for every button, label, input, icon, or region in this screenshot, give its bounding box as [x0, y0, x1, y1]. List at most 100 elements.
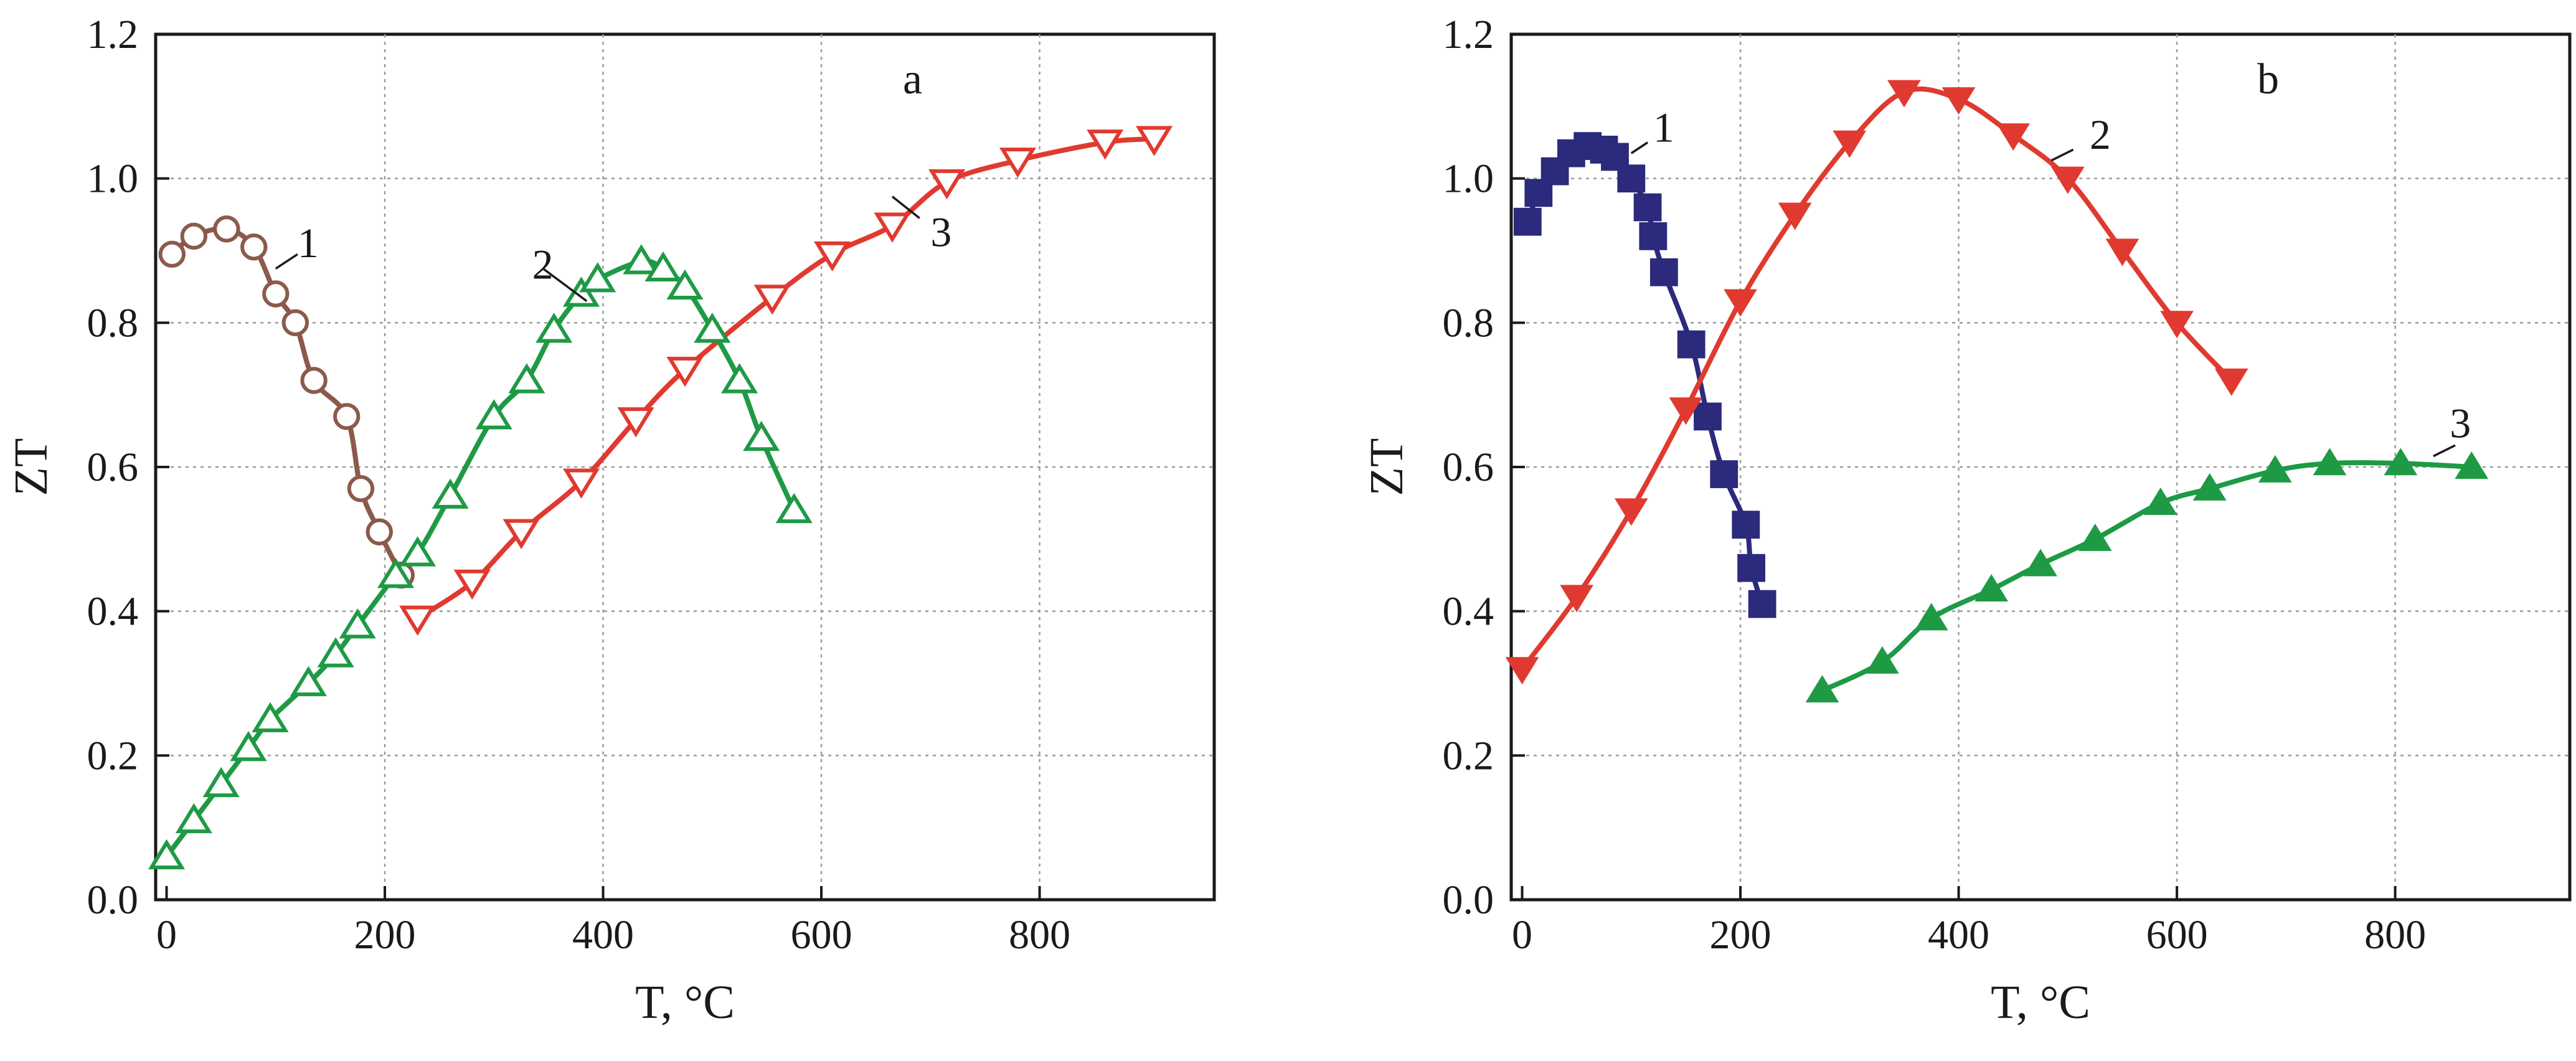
data-point-marker	[1649, 258, 1678, 286]
data-point-marker	[1087, 130, 1124, 160]
data-point-marker	[644, 251, 682, 282]
y-axis-label-a: ZT	[5, 438, 57, 496]
data-point-marker	[281, 309, 309, 337]
data-point-marker	[290, 666, 327, 697]
y-tick-label: 0.0	[1443, 877, 1494, 923]
data-point-marker	[1732, 511, 1760, 539]
curve-label-leader	[275, 253, 298, 270]
y-axis-label-b: ZT	[1361, 438, 1413, 496]
data-point-marker	[317, 637, 354, 667]
data-point-marker	[1748, 590, 1776, 618]
data-point-marker	[230, 730, 267, 762]
curve-number-label: 2	[532, 241, 554, 288]
data-point-marker	[1778, 202, 1812, 230]
y-tick-label: 0.2	[87, 733, 139, 778]
data-point-marker	[148, 839, 186, 870]
data-point-marker	[1996, 123, 2031, 151]
y-tick-labels-a: 0.0 0.2 0.4 0.6 0.8 1.0 1.2	[87, 12, 139, 923]
data-point-marker	[453, 569, 491, 600]
data-point-marker	[1669, 397, 1703, 425]
x-tick-label: 400	[572, 912, 634, 958]
data-point-marker	[240, 233, 268, 261]
data-point-marker	[2192, 473, 2227, 501]
data-point-marker	[999, 148, 1037, 178]
panel-b: 0 200 400 600 800 0.0 0.2 0.4 0.6 0.8 1.…	[1361, 12, 2572, 1029]
x-tick-label: 600	[2146, 912, 2208, 958]
data-point-marker	[666, 269, 704, 300]
data-point-marker	[1833, 130, 1867, 158]
x-tick-label: 0	[1512, 912, 1532, 958]
data-point-marker	[432, 478, 469, 509]
markers-a	[148, 126, 1173, 870]
data-point-marker	[1136, 126, 1173, 156]
y-tick-label: 0.6	[87, 445, 139, 490]
data-point-marker	[213, 215, 240, 243]
data-point-marker	[2455, 451, 2489, 479]
data-point-marker	[753, 285, 791, 315]
data-point-marker	[377, 557, 415, 588]
data-point-marker	[502, 519, 540, 550]
x-tick-label: 800	[1009, 912, 1070, 958]
data-point-marker	[666, 357, 704, 387]
curve-labels-a: 1 2 3	[298, 209, 951, 288]
data-point-marker	[2143, 488, 2177, 516]
data-point-marker	[2258, 455, 2292, 483]
data-point-marker	[399, 605, 436, 636]
curve-label-leader	[2433, 444, 2456, 458]
y-tick-label: 1.0	[87, 156, 139, 202]
curve-label-leader	[2050, 148, 2074, 162]
data-point-marker	[617, 407, 654, 438]
y-tick-label: 0.8	[87, 300, 139, 346]
data-point-marker	[579, 262, 616, 293]
data-point-marker	[1914, 603, 1948, 631]
data-point-marker	[814, 241, 851, 272]
data-point-marker	[535, 313, 573, 343]
data-point-marker	[262, 280, 290, 308]
data-point-marker	[2105, 238, 2140, 266]
data-point-marker	[399, 536, 436, 567]
data-point-marker	[333, 403, 361, 430]
x-tick-label: 0	[156, 912, 177, 958]
data-point-marker	[1505, 657, 1539, 685]
gridlines-a	[156, 34, 1214, 900]
data-point-marker	[475, 399, 512, 430]
series-line-2	[164, 258, 797, 859]
data-point-marker	[1737, 554, 1765, 582]
curve-number-label: 1	[298, 219, 319, 266]
data-point-marker	[2050, 166, 2085, 194]
x-tick-label: 200	[1710, 912, 1772, 958]
x-tick-label: 400	[1928, 912, 1989, 958]
data-point-marker	[1866, 646, 1899, 674]
data-point-marker	[874, 212, 911, 243]
data-point-marker	[2313, 448, 2347, 476]
y-tick-label: 1.2	[1443, 12, 1494, 57]
data-point-marker	[2214, 368, 2248, 396]
data-point-marker	[1639, 222, 1668, 250]
x-axis-label-b: T, °C	[1991, 976, 2090, 1029]
data-point-marker	[508, 363, 545, 394]
data-point-marker	[1724, 289, 1757, 317]
curve-label-leader	[542, 268, 588, 302]
curve-number-label: 2	[2090, 111, 2111, 158]
y-tick-label: 0.0	[87, 877, 139, 923]
data-point-marker	[2160, 311, 2194, 339]
data-point-marker	[743, 420, 780, 451]
y-tick-label: 0.2	[1443, 733, 1494, 778]
y-tick-label: 0.4	[87, 589, 139, 634]
data-point-marker	[175, 803, 212, 834]
data-point-marker	[158, 240, 186, 268]
data-point-marker	[2384, 448, 2418, 476]
data-point-marker	[562, 468, 600, 499]
data-point-marker	[252, 702, 289, 733]
data-point-marker	[202, 766, 240, 798]
data-point-marker	[2024, 549, 2057, 577]
curve-number-label: 1	[1653, 104, 1674, 151]
data-point-marker	[1694, 402, 1722, 431]
data-point-marker	[1614, 498, 1648, 526]
data-point-marker	[1633, 193, 1662, 222]
data-point-marker	[366, 518, 393, 545]
data-point-marker	[694, 313, 731, 343]
curve-labels-b: 1 2 3	[1653, 104, 2471, 447]
y-tick-label: 0.4	[1443, 589, 1494, 634]
